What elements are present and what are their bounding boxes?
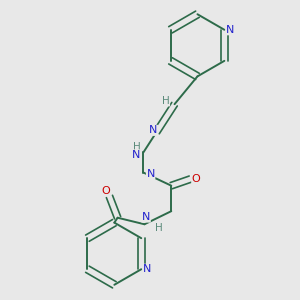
Text: H: H <box>162 96 170 106</box>
Text: N: N <box>149 125 158 135</box>
Text: N: N <box>132 150 140 160</box>
Text: N: N <box>226 25 234 35</box>
Text: N: N <box>143 264 151 274</box>
Text: N: N <box>146 169 155 178</box>
Text: O: O <box>101 186 110 196</box>
Text: O: O <box>192 174 200 184</box>
Text: N: N <box>142 212 150 222</box>
Text: H: H <box>133 142 141 152</box>
Text: H: H <box>155 223 163 232</box>
